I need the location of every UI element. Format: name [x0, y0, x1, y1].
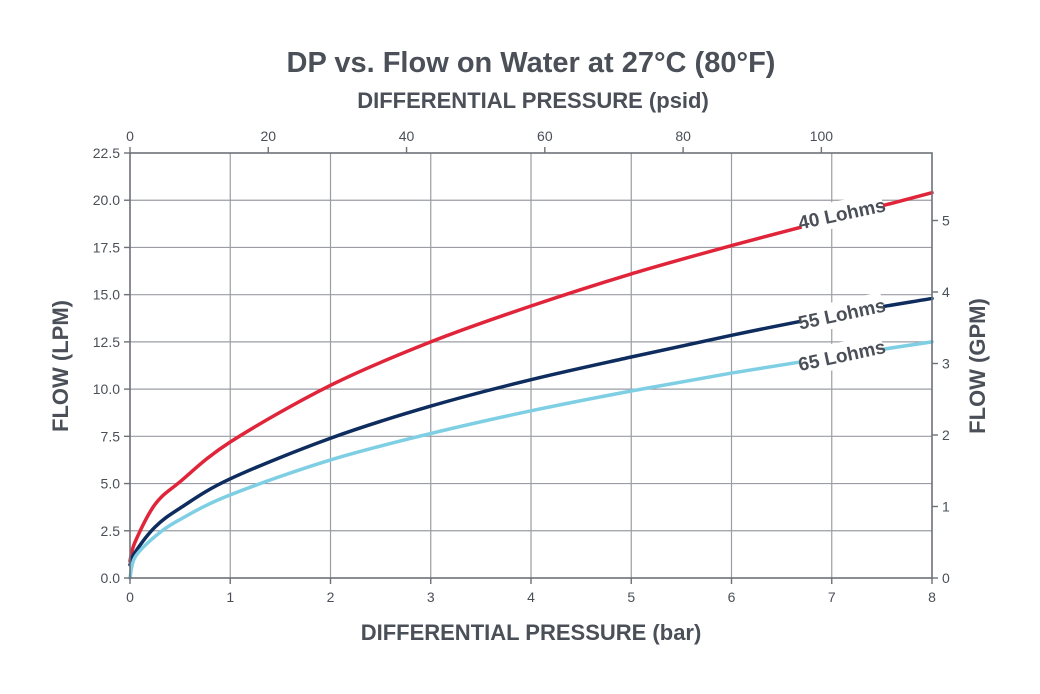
x-tick-label: 2 [327, 589, 335, 605]
grid-lines [130, 153, 932, 578]
x-tick-label: 6 [728, 589, 736, 605]
curve-label-group: 65 Lohms [797, 333, 888, 377]
x-tick-label: 3 [427, 589, 435, 605]
curve-label-background [798, 292, 886, 336]
y-right-tick-label: 0 [942, 570, 950, 586]
x-axis-title: DIFFERENTIAL PRESSURE (bar) [361, 620, 702, 645]
y-axis-title: FLOW (LPM) [48, 300, 73, 432]
y-right-tick-label: 3 [942, 355, 950, 371]
curve-label-background [798, 191, 886, 235]
y-tick-label: 17.5 [93, 239, 120, 255]
plot-frame [124, 147, 938, 584]
y-tick-label: 22.5 [93, 145, 120, 161]
y-tick-label: 0.0 [101, 570, 121, 586]
tick-labels: 0 1 2 3 4 5 6 7 8 0.0 2.5 5.0 7.5 10.0 12.5 15.0 17.5 20.… [93, 128, 950, 605]
x-top-tick-label: 0 [126, 128, 134, 144]
x-top-tick-label: 80 [675, 128, 691, 144]
y-tick-label: 5.0 [101, 476, 121, 492]
x-tick-label: 8 [928, 589, 936, 605]
y-tick-label: 12.5 [93, 334, 120, 350]
x-top-tick-label: 60 [537, 128, 553, 144]
y-tick-label: 2.5 [101, 523, 121, 539]
curve-label-group: 40 Lohms [797, 191, 888, 235]
chart-title: DP vs. Flow on Water at 27°C (80°F) [287, 47, 776, 79]
x-top-tick-label: 100 [810, 128, 834, 144]
curve-label-background [798, 333, 886, 377]
x-tick-label: 5 [627, 589, 635, 605]
series-line-65-lohms [128, 340, 934, 580]
x-top-tick-label: 20 [260, 128, 276, 144]
y-tick-label: 7.5 [101, 428, 121, 444]
x-top-tick-label: 40 [399, 128, 415, 144]
x-tick-label: 1 [226, 589, 234, 605]
series-line-55-lohms [128, 296, 934, 567]
y-tick-label: 20.0 [93, 192, 120, 208]
x-top-axis-title: DIFFERENTIAL PRESSURE (psid) [357, 88, 709, 113]
y-right-tick-label: 2 [942, 427, 950, 443]
y-right-axis-title: FLOW (GPM) [965, 298, 990, 434]
y-right-tick-label: 1 [942, 498, 950, 514]
x-tick-label: 7 [828, 589, 836, 605]
curves [128, 190, 934, 580]
y-right-tick-label: 5 [942, 212, 950, 228]
x-tick-label: 0 [126, 589, 134, 605]
x-tick-label: 4 [527, 589, 535, 605]
y-tick-label: 15.0 [93, 287, 120, 303]
curve-label-group: 55 Lohms [797, 292, 888, 336]
y-tick-label: 10.0 [93, 381, 120, 397]
y-right-tick-label: 4 [942, 284, 950, 300]
series-line-40-lohms [128, 190, 934, 563]
